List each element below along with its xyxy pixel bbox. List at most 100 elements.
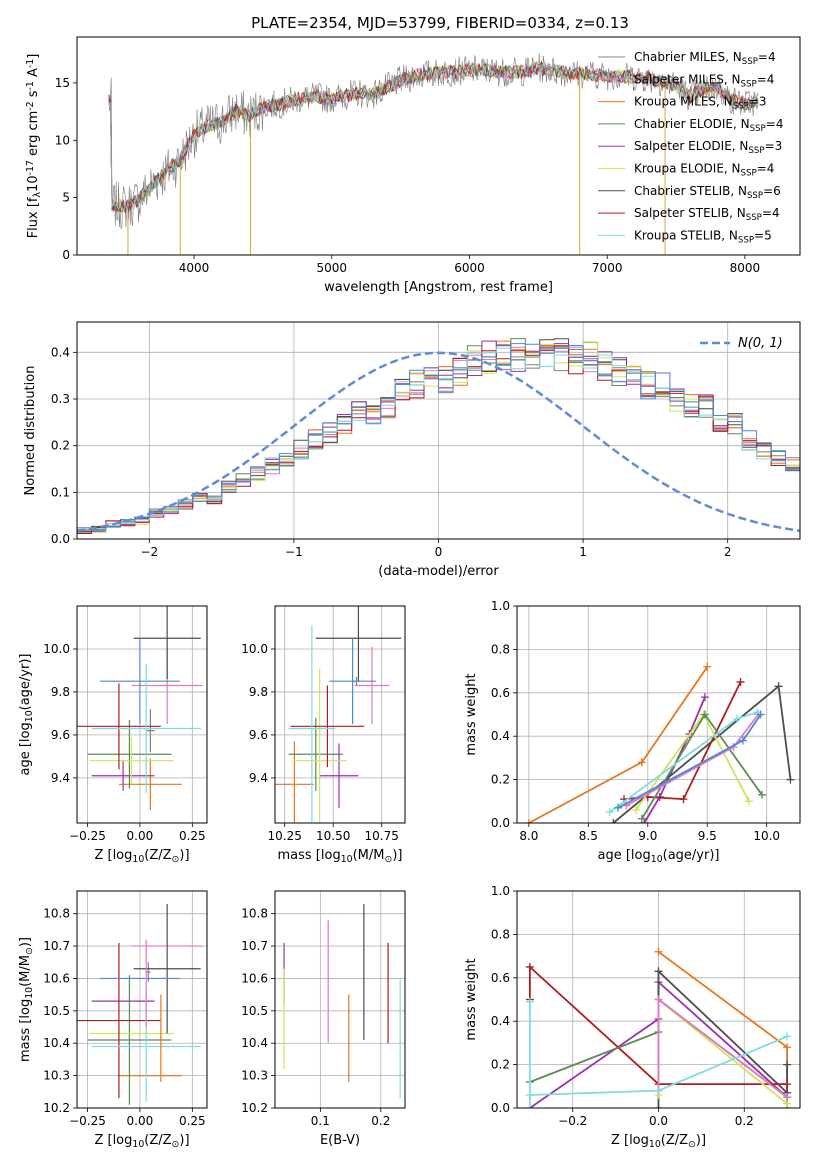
y-tick-label: 0.0: [51, 532, 70, 546]
errorbar-point: [91, 760, 155, 791]
legend-label: Kroupa MILES, NSSP=3: [634, 95, 767, 112]
weight-marker: [786, 775, 795, 784]
weight-marker: [525, 997, 534, 1006]
x-axis-label: (data-model)/error: [378, 564, 499, 579]
legend-label: Kroupa ELODIE, NSSP=4: [634, 162, 774, 179]
y-axis-label: mass [log10(M/M⊙)]: [18, 937, 35, 1062]
x-tick-label: 2: [724, 545, 732, 559]
y-tick-label: 1.0: [491, 599, 510, 613]
weight-line: [529, 964, 788, 1085]
weight-series: [620, 677, 745, 804]
plot-area: [77, 606, 203, 811]
weight-line: [641, 712, 763, 820]
errorbar-point: [329, 638, 376, 725]
weight-marker: [609, 819, 618, 823]
x-tick-label: 10.0: [753, 829, 780, 843]
errorbar-point: [354, 646, 390, 725]
legend-label: Salpeter MILES, NSSP=4: [634, 72, 774, 89]
weight-marker: [738, 736, 747, 745]
errorbar-point: [87, 975, 172, 1105]
weight-marker: [525, 962, 534, 971]
y-tick-label: 10.4: [241, 1036, 268, 1050]
residual-histogram-panel: −2 −1 0 1 2 0.0 0.1 0.2 0.3 0.4 (data-model)/error…: [23, 321, 801, 579]
x-tick-label: 8000: [730, 261, 761, 275]
plot-area: [524, 662, 795, 823]
weight-marker: [783, 1080, 792, 1089]
y-tick-label: 0.4: [491, 729, 510, 743]
y-tick-label: 10.8: [43, 907, 70, 921]
errorbar-point: [133, 903, 201, 1034]
weight-marker: [703, 662, 712, 671]
y-tick-label: 9.8: [249, 685, 268, 699]
x-axis-label: E(B-V): [320, 1133, 360, 1148]
x-tick-label: 1: [579, 545, 587, 559]
spectrum-panel: 4000 5000 6000 7000 8000 0 5 10 15 wavelength [An…: [25, 36, 801, 295]
x-tick-label: 0.2: [735, 1114, 754, 1128]
spectrum-model-line: [108, 62, 759, 213]
x-axis-label: Z [log10(Z/Z⊙)]: [94, 848, 189, 865]
errorbar-point: [118, 758, 182, 811]
errorbar-point: [133, 606, 201, 680]
y-tick-label: 10.3: [241, 1069, 268, 1083]
weight-marker: [654, 947, 663, 956]
x-tick-label: −0.2: [558, 1114, 587, 1128]
x-tick-label: 9.5: [698, 829, 717, 843]
histogram-series: [77, 343, 800, 539]
legend-label: Chabrier ELODIE, NSSP=4: [634, 117, 783, 134]
x-tick-label: −0.25: [69, 1114, 106, 1128]
y-tick-label: 1.0: [491, 884, 510, 898]
age-vs-metallicity-panel: −0.25 0.00 0.25 9.4 9.6 9.8 10.0 Z [log10(Z/Z⊙)…: [18, 605, 208, 865]
x-tick-label: −1: [285, 545, 303, 559]
x-tick-label: 0.1: [311, 1114, 330, 1128]
weight-marker: [614, 803, 623, 812]
weight-vs-metallicity-panel: −0.2 0.0 0.2 0.0 0.2 0.4 0.6 0.8 1.0 Z [log10(Z/Z…: [464, 884, 801, 1150]
y-tick-label: 0.2: [51, 439, 70, 453]
weight-marker: [783, 1093, 792, 1102]
weight-marker: [783, 1043, 792, 1052]
weight-marker: [631, 805, 640, 814]
y-tick-label: 10.2: [43, 1101, 70, 1115]
weight-marker: [605, 808, 614, 817]
errorbar-point: [319, 743, 359, 808]
weight-marker: [732, 714, 741, 723]
x-axis-label: Z [log10(Z/Z⊙)]: [611, 1133, 706, 1150]
x-tick-label: 8.0: [519, 829, 538, 843]
y-tick-label: 9.4: [51, 771, 70, 785]
y-tick-label: 0.0: [491, 816, 510, 830]
weight-marker: [525, 1104, 534, 1108]
y-tick-label: 9.4: [249, 771, 268, 785]
weight-line: [612, 684, 792, 823]
y-tick-label: 0: [62, 248, 70, 262]
mass-vs-metallicity-panel: −0.25 0.00 0.25 10.2 10.3 10.4 10.5 10.6 10.7 10.…: [18, 890, 208, 1150]
weight-marker: [654, 1104, 663, 1108]
x-tick-label: 10.50: [316, 829, 350, 843]
residual-legend: N(0, 1): [700, 336, 783, 351]
y-tick-label: 0.8: [491, 927, 510, 941]
weight-marker: [700, 693, 709, 702]
weight-series: [654, 995, 792, 1102]
x-tick-label: 0.00: [127, 1114, 154, 1128]
weight-marker: [783, 1060, 792, 1069]
y-tick-label: 0.0: [491, 1101, 510, 1115]
x-tick-label: 10.75: [365, 829, 399, 843]
weight-series: [654, 947, 792, 1108]
weight-marker: [679, 795, 688, 804]
errorbar-point: [100, 638, 180, 725]
weight-marker: [736, 677, 745, 686]
weight-marker: [524, 819, 533, 823]
y-tick-label: 9.8: [51, 685, 70, 699]
errorbar-point: [315, 606, 402, 682]
weight-marker: [744, 797, 753, 806]
y-tick-label: 9.6: [51, 728, 70, 742]
y-tick-label: 10.6: [43, 971, 70, 985]
errorbar-point: [77, 942, 161, 1099]
x-tick-label: 7000: [592, 261, 623, 275]
axes-frame: [516, 605, 801, 824]
mass-vs-ebv-panel: 0.1 0.2 10.2 10.3 10.4 10.5 10.6 10.7 10.8 E(B-V): [241, 890, 406, 1148]
y-axis-label: Normed distribution: [23, 366, 38, 496]
y-tick-label: 0.3: [51, 392, 70, 406]
errorbar-point: [275, 741, 314, 823]
legend-label: Salpeter STELIB, NSSP=4: [634, 206, 780, 223]
x-tick-label: −0.25: [69, 829, 106, 843]
